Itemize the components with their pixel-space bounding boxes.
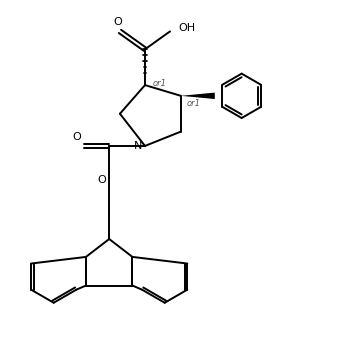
- Text: O: O: [97, 175, 106, 185]
- Polygon shape: [181, 93, 215, 99]
- Text: or1: or1: [186, 99, 200, 108]
- Text: O: O: [114, 17, 122, 27]
- Text: OH: OH: [178, 23, 195, 33]
- Text: O: O: [72, 132, 81, 142]
- Text: N: N: [134, 141, 143, 151]
- Text: or1: or1: [153, 79, 167, 88]
